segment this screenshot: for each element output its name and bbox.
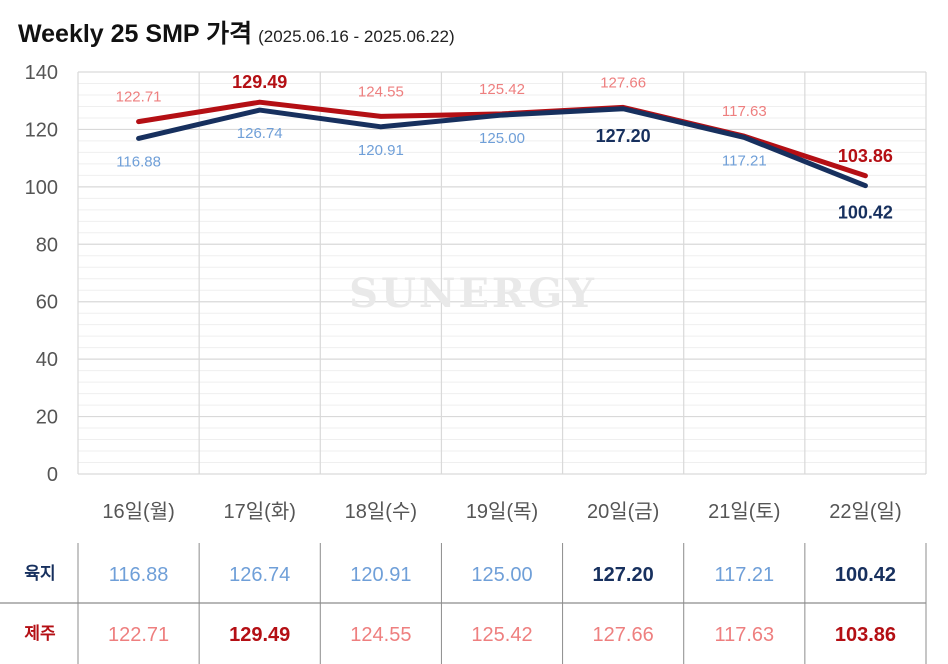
y-tick-label: 0 xyxy=(47,464,58,486)
y-tick-label: 20 xyxy=(36,407,58,429)
y-tick-label: 80 xyxy=(36,234,58,256)
data-label-mainland: 125.00 xyxy=(479,130,525,147)
x-tick-label: 17일(화) xyxy=(224,500,296,523)
table-cell-mainland: 116.88 xyxy=(109,564,169,586)
y-tick-label: 60 xyxy=(36,292,58,314)
x-tick-label: 16일(월) xyxy=(102,500,174,523)
x-tick-label: 21일(토) xyxy=(708,500,780,523)
data-label-mainland: 117.21 xyxy=(722,152,767,169)
x-axis: 16일(월) 17일(화) 18일(수) 19일(목) 20일(금) 21일(토) 22일(… xyxy=(102,500,901,523)
data-label-mainland: 120.91 xyxy=(358,142,404,159)
x-tick-label: 19일(목) xyxy=(466,500,538,523)
table-row-label-jeju: 제주 xyxy=(24,624,56,643)
data-label-jeju: 127.66 xyxy=(600,74,646,91)
y-axis: 0 20 40 60 80 100 120 140 xyxy=(25,62,58,486)
x-tick-label: 18일(수) xyxy=(345,500,417,523)
table-cell-jeju: 122.71 xyxy=(108,624,169,646)
data-label-mainland: 126.74 xyxy=(237,125,283,142)
table-row-label-mainland: 육지 xyxy=(24,564,55,583)
table-cell-mainland: 125.00 xyxy=(471,564,532,586)
watermark: SUNERGY xyxy=(349,270,597,317)
table-cell-mainland: 120.91 xyxy=(350,564,411,586)
y-tick-label: 120 xyxy=(25,119,58,141)
data-label-jeju: 125.42 xyxy=(479,81,525,98)
x-tick-label: 22일(일) xyxy=(829,500,901,523)
major-gridlines xyxy=(78,71,926,475)
table-cell-jeju: 124.55 xyxy=(350,624,411,646)
table-cell-jeju: 103.86 xyxy=(835,624,896,646)
data-labels: 116.88 126.74 120.91 125.00 127.20 117.21 100.… xyxy=(116,72,893,222)
y-tick-label: 140 xyxy=(25,62,58,84)
data-label-jeju: 117.63 xyxy=(722,103,767,120)
table-cell-jeju: 127.66 xyxy=(593,624,654,646)
table-cell-jeju: 125.42 xyxy=(471,624,532,646)
y-tick-label: 40 xyxy=(36,349,58,371)
chart-title: Weekly 25 SMP 가격 xyxy=(18,20,253,48)
data-label-jeju: 103.86 xyxy=(838,146,893,166)
data-label-mainland: 116.88 xyxy=(116,153,161,170)
data-label-jeju: 124.55 xyxy=(358,83,404,100)
vertical-gridlines xyxy=(77,72,927,474)
table-cell-jeju: 129.49 xyxy=(229,624,290,646)
series-line-mainland xyxy=(136,106,868,189)
table-cell-mainland: 127.20 xyxy=(593,564,654,586)
table-cell-mainland: 100.42 xyxy=(835,564,896,586)
data-table: 육지 116.88 126.74 120.91 125.00 127.20 117.21 10… xyxy=(0,543,927,664)
x-tick-label: 20일(금) xyxy=(587,500,659,523)
data-label-jeju: 129.49 xyxy=(232,72,287,92)
table-cell-mainland: 126.74 xyxy=(229,564,290,586)
chart-title-block: Weekly 25 SMP 가격 (2025.06.16 - 2025.06.22… xyxy=(18,14,455,50)
data-label-mainland: 127.20 xyxy=(596,126,651,146)
chart-subtitle: (2025.06.16 - 2025.06.22) xyxy=(258,27,455,46)
table-cell-mainland: 117.21 xyxy=(714,564,774,586)
series-lines xyxy=(136,99,868,189)
data-label-jeju: 122.71 xyxy=(116,89,162,106)
y-tick-label: 100 xyxy=(25,177,58,199)
data-label-mainland: 100.42 xyxy=(838,203,893,223)
table-cell-jeju: 117.63 xyxy=(714,624,774,646)
